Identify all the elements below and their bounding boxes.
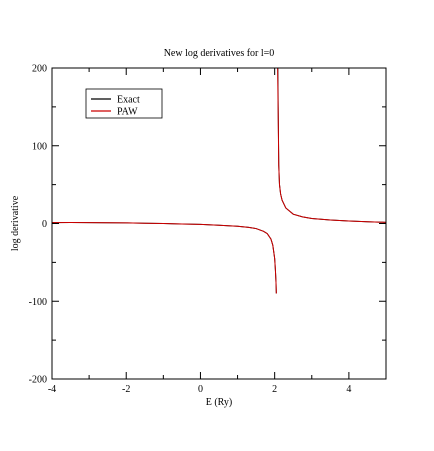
- legend-box: [85, 88, 163, 119]
- y-tick-label: 0: [42, 219, 47, 230]
- legend-label-paw: PAW: [117, 107, 138, 118]
- y-tick-label: 100: [32, 141, 47, 152]
- x-tick-label: 0: [198, 384, 203, 395]
- axis-tick-labels: -4 -2 0 2 4 -200 -100 0 100 200: [29, 64, 352, 396]
- series-line-paw: [52, 68, 386, 294]
- y-tick-label: -200: [29, 375, 47, 386]
- chart-title: New log derivatives for l=0: [164, 48, 275, 59]
- y-axis-label: log derivative: [10, 195, 21, 251]
- x-tick-label: -2: [122, 384, 130, 395]
- legend: Exact PAW: [85, 88, 163, 119]
- data-layer: [52, 68, 386, 294]
- x-tick-label: 4: [346, 384, 351, 395]
- y-tick-label: -100: [29, 297, 47, 308]
- legend-label-exact: Exact: [117, 95, 140, 106]
- y-tick-label: 200: [32, 64, 47, 75]
- x-axis-label: E (Ry): [206, 397, 233, 408]
- axis-ticks: [51, 67, 387, 380]
- x-tick-label: 2: [272, 384, 277, 395]
- x-tick-label: -4: [48, 384, 56, 395]
